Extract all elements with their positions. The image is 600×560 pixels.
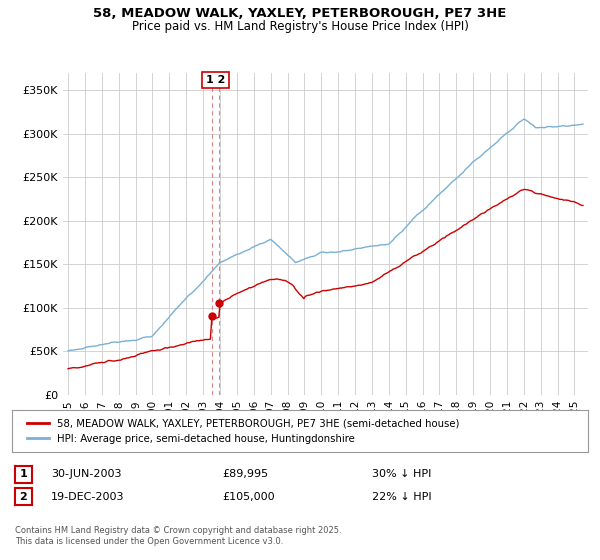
Text: 30-JUN-2003: 30-JUN-2003 (51, 469, 121, 479)
Text: 2: 2 (20, 492, 27, 502)
Text: 19-DEC-2003: 19-DEC-2003 (51, 492, 125, 502)
Text: £89,995: £89,995 (222, 469, 268, 479)
Text: 30% ↓ HPI: 30% ↓ HPI (372, 469, 431, 479)
Legend: 58, MEADOW WALK, YAXLEY, PETERBOROUGH, PE7 3HE (semi-detached house), HPI: Avera: 58, MEADOW WALK, YAXLEY, PETERBOROUGH, P… (23, 415, 464, 448)
Text: £105,000: £105,000 (222, 492, 275, 502)
Text: 1 2: 1 2 (206, 75, 225, 85)
Text: 58, MEADOW WALK, YAXLEY, PETERBOROUGH, PE7 3HE: 58, MEADOW WALK, YAXLEY, PETERBOROUGH, P… (94, 7, 506, 20)
Text: Price paid vs. HM Land Registry's House Price Index (HPI): Price paid vs. HM Land Registry's House … (131, 20, 469, 32)
Text: 1: 1 (20, 469, 27, 479)
Text: Contains HM Land Registry data © Crown copyright and database right 2025.
This d: Contains HM Land Registry data © Crown c… (15, 526, 341, 546)
Text: 22% ↓ HPI: 22% ↓ HPI (372, 492, 431, 502)
